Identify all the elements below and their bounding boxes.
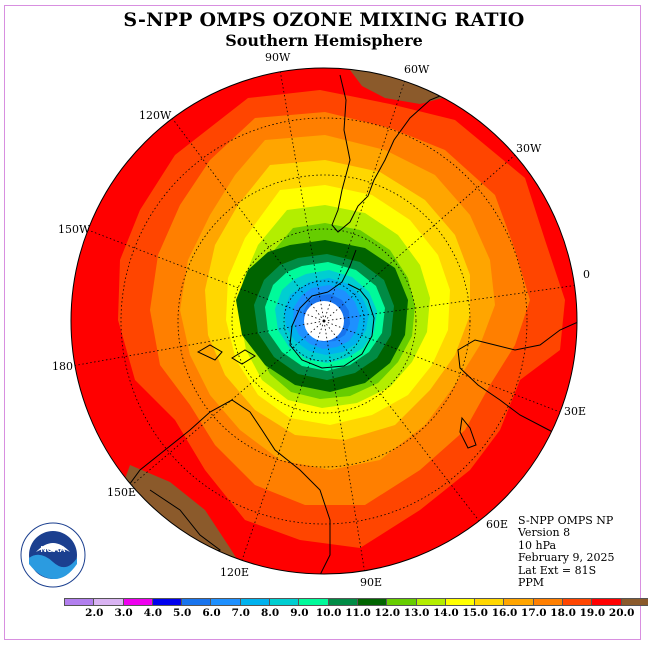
- lon-label-150w: 150W: [58, 223, 91, 236]
- colorbar-label: 3.0: [114, 607, 133, 619]
- madagascar-coast: [459, 416, 477, 449]
- info-date: February 9, 2025: [518, 551, 615, 565]
- colorbar-cell: [415, 598, 446, 606]
- colorbar-labels: 2.0 3.0 4.0 5.0 6.0 7.0 8.0 9.0 10.0 11.0 12.0 13.0…: [0, 607, 648, 621]
- colorbar-label: 17.0: [521, 607, 547, 619]
- map-subtitle: Southern Hemisphere: [225, 31, 423, 50]
- product-info: S-NPP OMPS NP Version 8 10 hPa February …: [518, 514, 615, 590]
- latitude-circle: [283, 280, 365, 362]
- colorbar-label: 16.0: [491, 607, 518, 619]
- colorbar-cell: [298, 598, 329, 606]
- colorbar-cell: [591, 598, 622, 606]
- info-units: PPM: [518, 576, 545, 590]
- colorbar-cell: [151, 598, 183, 606]
- colorbar-label: 20.0: [608, 607, 635, 619]
- lon-label-180: 180: [52, 360, 73, 373]
- colorbar-cell: [532, 598, 564, 606]
- colorbar-cell: [620, 598, 648, 606]
- antarctic-peninsula: [327, 249, 357, 293]
- colorbar-cell: [122, 598, 153, 606]
- colorbar-cell: [356, 598, 388, 606]
- colorbar-label: 9.0: [290, 607, 309, 619]
- lon-label-120w: 120W: [139, 109, 172, 122]
- info-level: 10 hPa: [518, 538, 557, 552]
- colorbar-label: 19.0: [579, 607, 606, 619]
- noaa-logo: NOAA: [20, 522, 86, 588]
- new-zealand-coast: [196, 344, 256, 365]
- colorbar-cell: [64, 598, 95, 606]
- africa-coast: [457, 321, 577, 441]
- colorbar: [64, 598, 648, 606]
- australia-coast: [117, 399, 331, 574]
- colorbar-label: 15.0: [462, 607, 488, 619]
- colorbar-label: 6.0: [202, 607, 221, 619]
- colorbar-cell: [474, 598, 505, 606]
- info-version: Version 8: [518, 526, 571, 540]
- colorbar-cell: [239, 598, 271, 606]
- antarctica-coast: [289, 283, 375, 369]
- colorbar-label: 7.0: [231, 607, 250, 619]
- lon-label-30e: 30E: [564, 405, 586, 418]
- colorbar-label: 5.0: [173, 607, 192, 619]
- colorbar-label: 10.0: [315, 607, 342, 619]
- lon-label-150e: 150E: [107, 486, 136, 499]
- colorbar-cell: [269, 598, 300, 606]
- lon-label-120e: 120E: [220, 566, 249, 579]
- colorbar-cell: [93, 598, 124, 606]
- colorbar-cell: [210, 598, 241, 606]
- noaa-logo-text: NOAA: [40, 544, 65, 554]
- map-title: S-NPP OMPS OZONE MIXING RATIO: [123, 9, 525, 31]
- colorbar-cell: [444, 598, 476, 606]
- colorbar-label: 12.0: [374, 607, 401, 619]
- lon-label-30w: 30W: [516, 142, 542, 155]
- colorbar-cell: [386, 598, 417, 606]
- colorbar-label: 2.0: [85, 607, 104, 619]
- latitude-circle: [231, 228, 417, 414]
- meridian-lines: [71, 69, 577, 574]
- colorbar-label: 8.0: [260, 607, 280, 619]
- colorbar-label: 18.0: [550, 607, 576, 619]
- longitude-labels: 90W 60W 30W 0 30E 60E 90E 120E 150E 180 …: [52, 51, 590, 589]
- figure-frame: [4, 5, 641, 640]
- globe-outline: [70, 67, 578, 575]
- lon-label-60e: 60E: [486, 518, 508, 531]
- colorbar-cell: [327, 598, 358, 606]
- colorbar-label: 13.0: [403, 607, 430, 619]
- lon-label-90e: 90E: [360, 576, 382, 589]
- colorbar-cell: [562, 598, 593, 606]
- south-america-coast: [331, 74, 451, 233]
- lon-label-0: 0: [583, 268, 590, 281]
- coastlines: [117, 74, 577, 574]
- info-lat-ext: Lat Ext = 81S: [518, 563, 597, 577]
- colorbar-label: 11.0: [345, 607, 371, 619]
- lon-label-60w: 60W: [404, 63, 430, 76]
- lon-label-90w: 90W: [265, 51, 291, 64]
- colorbar-label: 14.0: [433, 607, 459, 619]
- latitude-circle: [120, 117, 528, 525]
- colorbar-cell: [181, 598, 212, 606]
- info-product: S-NPP OMPS NP: [518, 514, 614, 527]
- colorbar-label: 4.0: [143, 607, 163, 619]
- latitude-circle: [177, 174, 471, 468]
- colorbar-cell: [503, 598, 534, 606]
